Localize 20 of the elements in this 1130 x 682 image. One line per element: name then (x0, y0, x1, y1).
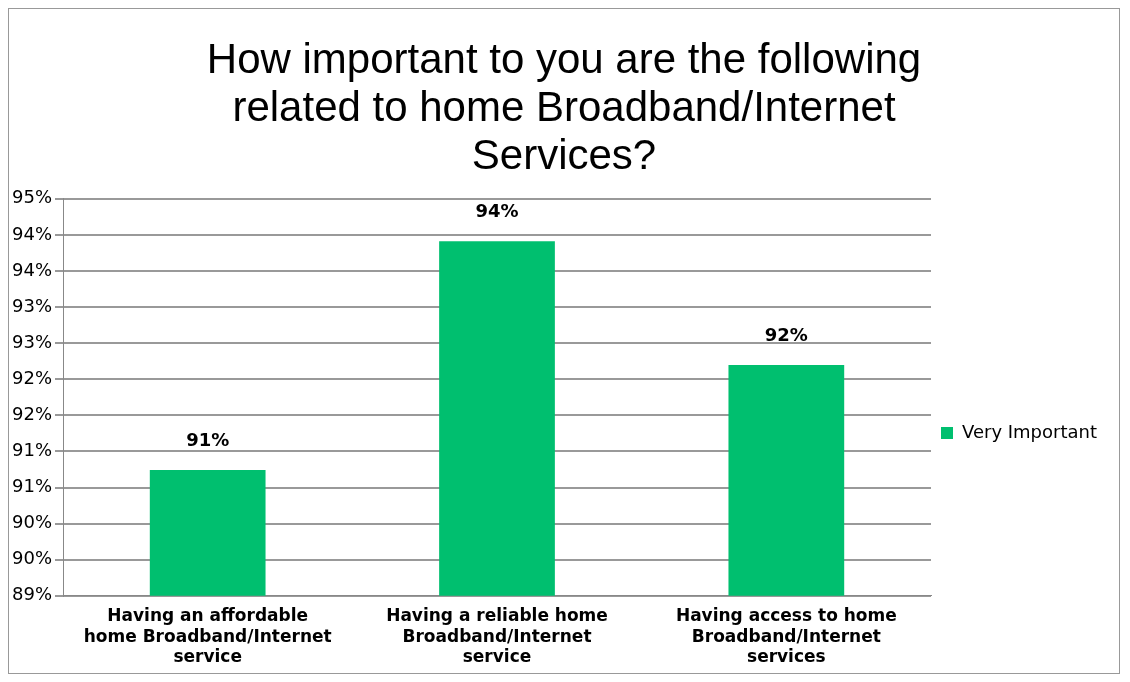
data-label: 91% (186, 428, 230, 450)
data-label: 92% (764, 323, 808, 345)
y-tick-label: 90% (11, 511, 53, 533)
y-tick-label: 89% (11, 583, 53, 605)
chart-title: How important to you are the following related to home Broadband/Internet Services? (205, 34, 923, 180)
y-tick-label: 94% (11, 258, 53, 280)
y-tick-label: 91% (11, 475, 53, 497)
y-tick-label: 93% (11, 330, 53, 352)
y-tick-label: 92% (11, 403, 53, 425)
y-tick-label: 90% (11, 547, 53, 569)
x-tick-label: Having a reliable home Broadband/Internet service (386, 605, 608, 667)
legend-label: Very Important (962, 420, 1097, 442)
y-tick-label: 94% (11, 222, 53, 244)
y-tick-label: 93% (11, 294, 53, 316)
y-tick-label: 95% (11, 186, 53, 208)
y-tick-label: 92% (11, 366, 53, 388)
y-tick-label: 91% (11, 439, 53, 461)
x-tick-label: Having access to home Broadband/Internet services (675, 605, 897, 667)
data-label: 94% (475, 199, 519, 221)
x-tick-label: Having an affordable home Broadband/Internet service (83, 605, 332, 667)
